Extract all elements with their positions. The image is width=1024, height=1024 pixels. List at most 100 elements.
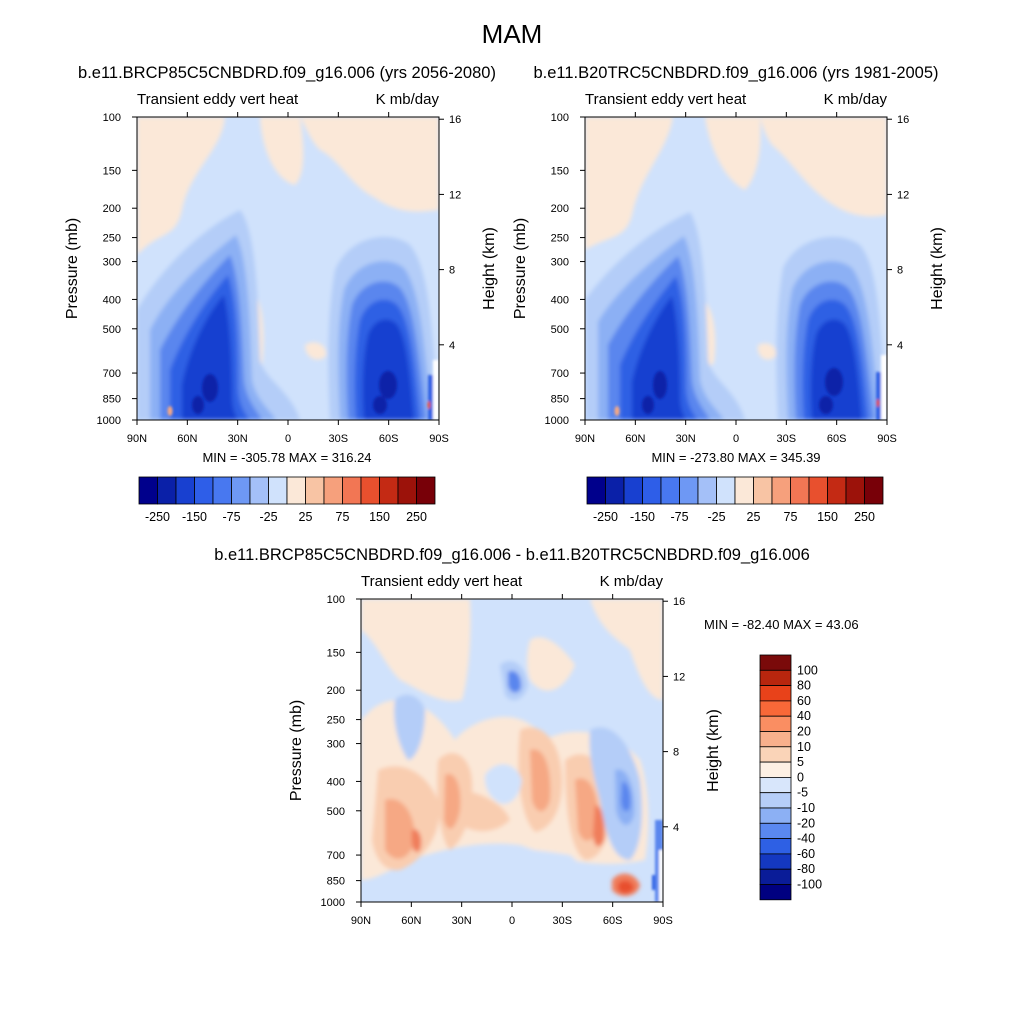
colorbar-swatch (771, 476, 791, 505)
colorbar-swatch (759, 838, 792, 855)
colorbar-swatch (360, 476, 380, 505)
y-tick-label: 1000 (97, 415, 121, 427)
height-tick-label: 8 (673, 747, 679, 759)
y-tick-label: 1000 (545, 415, 569, 427)
x-tick-label: 30S (777, 433, 797, 445)
y-axis-label-right: Height (km) (705, 709, 722, 792)
colorbar-label: -250 (593, 510, 618, 524)
colorbar-label: -150 (182, 510, 207, 524)
colorbar-swatch (342, 476, 362, 505)
colorbar-swatch (759, 868, 792, 885)
y-tick-label: 200 (551, 203, 569, 215)
colorbar-label: -75 (222, 510, 240, 524)
height-tick-label: 16 (449, 114, 461, 126)
colorbar-swatch (716, 476, 736, 505)
colorbar-swatch (759, 884, 792, 901)
colorbar-swatch (323, 476, 343, 505)
colorbar-label: 250 (406, 510, 427, 524)
x-tick-label: 90N (127, 433, 147, 445)
y-tick-label: 100 (327, 594, 345, 606)
y-tick-label: 100 (551, 112, 569, 124)
y-tick-label: 150 (327, 647, 345, 659)
colorbar-label: 250 (854, 510, 875, 524)
colorbar-label: 5 (797, 755, 804, 769)
y-tick-label: 150 (551, 165, 569, 177)
x-tick-label: 30N (452, 915, 472, 927)
y-tick-label: 700 (551, 368, 569, 380)
colorbar-swatch (268, 476, 288, 505)
colorbar-label: 80 (797, 679, 811, 693)
height-tick-label: 12 (449, 189, 461, 201)
colorbar-swatch (212, 476, 232, 505)
colorbar-swatch (759, 731, 792, 748)
colorbar-swatch (864, 476, 884, 505)
colorbar-label: 60 (797, 694, 811, 708)
colorbar-swatch (759, 715, 792, 732)
x-tick-label: 30N (676, 433, 696, 445)
colorbar-label: 20 (797, 725, 811, 739)
y-tick-label: 300 (327, 739, 345, 751)
panel-title: b.e11.BRCP85C5CNBDRD.f09_g16.006 (yrs 20… (78, 64, 496, 82)
colorbar-swatch (790, 476, 810, 505)
panel-future: b.e11.BRCP85C5CNBDRD.f09_g16.006 (yrs 20… (64, 64, 498, 524)
panel-present: b.e11.B20TRC5CNBDRD.f09_g16.006 (yrs 198… (512, 64, 946, 524)
y-axis-label-right: Height (km) (929, 227, 946, 310)
colorbar-label: 75 (336, 510, 350, 524)
x-tick-label: 90S (877, 433, 897, 445)
x-tick-label: 30S (553, 915, 573, 927)
colorbar-swatch (753, 476, 773, 505)
height-tick-label: 4 (449, 340, 455, 352)
y-tick-label: 200 (103, 203, 121, 215)
colorbar-swatch (623, 476, 643, 505)
y-tick-label: 700 (103, 368, 121, 380)
y-tick-label: 850 (551, 394, 569, 406)
colorbar-label: 10 (797, 740, 811, 754)
colorbar-swatch (586, 476, 606, 505)
colorbar-label: -25 (707, 510, 725, 524)
colorbar-label: -25 (259, 510, 277, 524)
y-tick-label: 500 (327, 806, 345, 818)
y-tick-label: 1000 (321, 897, 345, 909)
colorbar-swatch (759, 822, 792, 839)
colorbar-swatch (249, 476, 269, 505)
colorbar-swatch (660, 476, 680, 505)
height-tick-label: 8 (897, 265, 903, 277)
y-tick-label: 700 (327, 850, 345, 862)
colorbar-swatch (845, 476, 865, 505)
colorbar-swatch (175, 476, 195, 505)
colorbar-label: -20 (797, 816, 815, 830)
colorbar-label: 150 (369, 510, 390, 524)
panel-left-label: Transient eddy vert heat (361, 573, 523, 590)
y-tick-label: 300 (551, 257, 569, 269)
colorbar-label: 100 (797, 663, 818, 677)
colorbar-label: -40 (797, 832, 815, 846)
x-tick-label: 0 (509, 915, 515, 927)
y-axis-label: Pressure (mb) (64, 218, 81, 319)
colorbar-swatch (305, 476, 325, 505)
y-tick-label: 100 (103, 112, 121, 124)
colorbar-label: -75 (670, 510, 688, 524)
x-tick-label: 0 (285, 433, 291, 445)
height-tick-label: 4 (673, 822, 679, 834)
panel-title: b.e11.B20TRC5CNBDRD.f09_g16.006 (yrs 198… (533, 64, 938, 82)
colorbar-label: -5 (797, 786, 808, 800)
colorbar-swatch (194, 476, 214, 505)
colorbar-swatch (759, 654, 792, 671)
colorbar-swatch (416, 476, 436, 505)
panel-stats: MIN = -82.40 MAX = 43.06 (704, 617, 859, 632)
colorbar-swatch (679, 476, 699, 505)
colorbar-swatch (759, 807, 792, 824)
x-tick-label: 60S (827, 433, 847, 445)
contour-field (137, 117, 439, 420)
y-tick-label: 850 (103, 394, 121, 406)
height-tick-label: 12 (673, 671, 685, 683)
colorbar-swatch (759, 746, 792, 763)
y-tick-label: 150 (103, 165, 121, 177)
colorbar-label: -100 (797, 878, 822, 892)
x-tick-label: 60S (603, 915, 623, 927)
height-tick-label: 16 (673, 596, 685, 608)
y-tick-label: 500 (103, 324, 121, 336)
y-tick-label: 250 (327, 715, 345, 727)
height-tick-label: 8 (449, 265, 455, 277)
colorbar-swatch (697, 476, 717, 505)
